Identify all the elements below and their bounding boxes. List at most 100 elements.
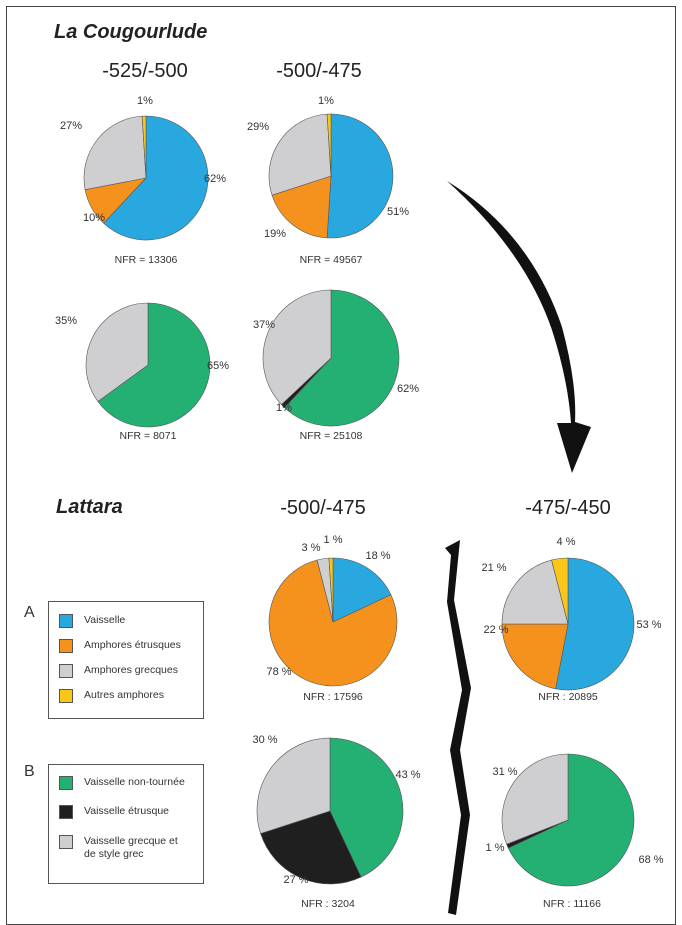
legend-a-item: Amphores grecques	[59, 664, 178, 678]
pie-chart	[85, 302, 211, 428]
pie-slice	[284, 289, 400, 427]
legend-a-item: Vaisselle	[59, 614, 125, 628]
pie-slice	[501, 753, 569, 845]
pct-label: 53 %	[636, 619, 662, 631]
pct-label: 51%	[386, 206, 410, 218]
pct-label: 62%	[203, 173, 227, 185]
pct-label: 1 %	[485, 842, 505, 854]
pie-chart	[501, 557, 635, 691]
pct-label: 65%	[206, 360, 230, 372]
legend-a-item: Amphores étrusques	[59, 639, 181, 653]
pie-slice	[103, 115, 209, 241]
pie-slice	[97, 302, 211, 428]
legend-b: Vaisselle non-tournée Vaisselle étrusque…	[48, 764, 204, 884]
legend-label: Amphores étrusques	[84, 639, 181, 651]
legend-b-item: Vaisselle grecque et de style grec	[59, 835, 178, 861]
pie-slice	[262, 289, 332, 405]
legend-swatch	[59, 835, 73, 849]
pct-label: 3 %	[301, 542, 321, 554]
pct-label: 68 %	[638, 854, 664, 866]
pct-label: 18 %	[365, 550, 391, 562]
nfr-label-2: NFR = 49567	[299, 254, 363, 266]
legend-swatch	[59, 639, 73, 653]
legend-swatch	[59, 614, 73, 628]
pie-chart	[83, 115, 209, 241]
pie-slice	[507, 753, 635, 887]
pct-label: 27%	[59, 120, 83, 132]
period-header-cougourlude-2: -500/-475	[276, 60, 362, 82]
pct-label: 43 %	[395, 769, 421, 781]
pct-label: 22 %	[483, 624, 509, 636]
legend-a: Vaisselle Amphores étrusques Amphores gr…	[48, 601, 204, 719]
pie-slice	[501, 559, 569, 625]
nfr-label-6: NFR : 20895	[538, 691, 598, 703]
pct-label: 30 %	[252, 734, 278, 746]
pct-label: 27 %	[283, 874, 309, 886]
pie-chart	[256, 737, 404, 885]
pie-chart	[268, 113, 394, 239]
legend-swatch	[59, 689, 73, 703]
pct-label: 1%	[137, 95, 153, 107]
pie-slice	[83, 115, 147, 190]
pie-slice	[326, 113, 332, 177]
legend-label: Amphores grecques	[84, 664, 178, 676]
nfr-label-5: NFR : 17596	[303, 691, 363, 703]
pct-label: 37%	[252, 319, 276, 331]
pct-label: 4 %	[556, 536, 576, 548]
curved-arrow-icon	[447, 181, 591, 473]
pie-slice	[268, 113, 332, 196]
pie-slice	[329, 737, 404, 878]
legend-b-item: Vaisselle étrusque	[59, 805, 169, 819]
pie-slice	[551, 557, 569, 625]
legend-label: Vaisselle non-tournée	[84, 776, 185, 788]
legend-a-item: Autres amphores	[59, 689, 164, 703]
legend-b-item: Vaisselle non-tournée	[59, 776, 185, 790]
nfr-label-8: NFR : 11166	[543, 898, 601, 910]
legend-letter-a: A	[24, 604, 35, 621]
period-header-lattara-1: -500/-475	[280, 497, 366, 519]
pie-slice	[326, 113, 394, 239]
legend-label: Vaisselle grecque et de style grec	[84, 835, 178, 860]
legend-label: Vaisselle étrusque	[84, 805, 170, 817]
pct-label: 1%	[276, 402, 292, 414]
pie-slice	[268, 559, 398, 687]
nfr-label-7: NFR : 3204	[301, 898, 355, 910]
pct-label: 19%	[263, 228, 287, 240]
period-header-cougourlude-1: -525/-500	[102, 60, 188, 82]
pie-slice	[256, 737, 331, 834]
pct-label: 21 %	[481, 562, 507, 574]
legend-swatch	[59, 664, 73, 678]
pct-label: 1%	[318, 95, 334, 107]
pie-slice	[260, 810, 362, 885]
legend-label: Vaisselle	[84, 614, 126, 626]
pie-slice	[555, 557, 635, 691]
nfr-label-3: NFR = 8071	[119, 430, 177, 442]
pct-label: 10%	[82, 212, 106, 224]
zigzag-separator	[445, 540, 471, 915]
pct-label: 62%	[396, 383, 420, 395]
pct-label: 35%	[54, 315, 78, 327]
site-title-cougourlude: La Cougourlude	[54, 21, 208, 43]
legend-swatch	[59, 805, 73, 819]
legend-letter-b: B	[24, 763, 35, 780]
nfr-label-4: NFR = 25108	[299, 430, 363, 442]
site-title-lattara: Lattara	[56, 496, 123, 518]
pie-chart	[262, 289, 400, 427]
legend-swatch	[59, 776, 73, 790]
pct-label: 31 %	[492, 766, 518, 778]
pie-slice	[85, 302, 149, 402]
pct-label: 29%	[246, 121, 270, 133]
nfr-label-1: NFR = 13306	[114, 254, 178, 266]
pie-chart	[501, 753, 635, 887]
pie-slice	[332, 557, 392, 623]
pct-label: 1 %	[323, 534, 343, 546]
legend-label: Autres amphores	[84, 689, 164, 701]
period-header-lattara-2: -475/-450	[525, 497, 611, 519]
pct-label: 78 %	[266, 666, 292, 678]
pie-slice	[271, 175, 332, 239]
pie-slice	[141, 115, 147, 179]
pie-slice	[501, 623, 569, 690]
